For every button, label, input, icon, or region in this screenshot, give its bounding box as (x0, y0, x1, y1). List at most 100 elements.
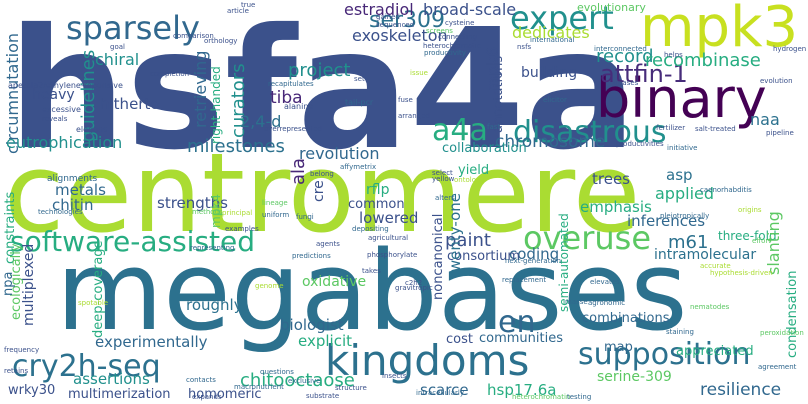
word: representing (190, 244, 235, 252)
word: initiative (667, 144, 698, 152)
word: tiba (270, 88, 303, 108)
word: metals (55, 181, 106, 199)
word: project (288, 60, 351, 81)
word: recapitulates (268, 80, 314, 88)
word: frequency (4, 346, 40, 354)
word: screens (426, 27, 453, 35)
word: coding (509, 245, 560, 263)
word: caenorhabditis (700, 186, 752, 194)
word: three-fold (718, 229, 777, 243)
word: affymetrix (340, 163, 377, 171)
word: alters (435, 194, 455, 202)
word: noncanonical (431, 213, 446, 300)
word: contacts (186, 376, 216, 384)
word: megabases (56, 227, 688, 355)
word: effort (752, 237, 772, 245)
word: communities (479, 331, 563, 346)
word: combinations (582, 311, 670, 326)
word: comparison (173, 32, 214, 40)
word: article (227, 7, 249, 15)
word: mpk6 (483, 46, 502, 92)
word: roughly (186, 296, 243, 314)
word: chitin (52, 196, 94, 214)
word: hypothesis-driven (710, 269, 773, 277)
word: 2,4-d (240, 112, 282, 131)
word: common (348, 197, 405, 212)
word: alanine (284, 102, 314, 111)
word: salt-treated (695, 125, 736, 133)
word: belong (310, 170, 334, 178)
word: fertilizer (656, 124, 686, 132)
word: serine-309 (597, 369, 672, 385)
word: strengths (157, 194, 228, 212)
word: retains (4, 367, 29, 375)
word: expert (510, 0, 614, 37)
word: examples (225, 225, 259, 233)
word: methods (192, 208, 223, 216)
word: phosphorylate (367, 251, 418, 259)
word: intracellularly (416, 389, 464, 397)
word: asp (666, 166, 693, 184)
word: chromosome (495, 132, 606, 152)
word: hydrogen (773, 45, 807, 53)
word: spotable (78, 299, 109, 307)
word: select (432, 169, 453, 177)
word: genome (255, 282, 284, 290)
word: lineage (262, 199, 288, 207)
word: alignments (47, 174, 98, 184)
word: multimerization (68, 387, 171, 402)
word: elicitor (543, 96, 567, 104)
word: heavy (32, 87, 75, 103)
word: connecting (438, 33, 477, 41)
word: origins (738, 206, 762, 214)
word: binary (596, 67, 767, 130)
word: gained (376, 13, 400, 21)
word: explicit (298, 332, 352, 350)
word: paint (445, 230, 491, 251)
word: c2h2 (405, 279, 423, 287)
word: predictions (292, 252, 331, 260)
word: cre (311, 180, 327, 202)
word: masse (565, 298, 588, 306)
word: fungi (296, 213, 314, 221)
word: revolution (299, 144, 380, 163)
word: replacement (502, 276, 547, 284)
word: centromere (4, 129, 641, 257)
word: principal (222, 209, 253, 217)
word: biologist (280, 316, 344, 334)
word: international (530, 36, 575, 44)
word: twenty-one (446, 193, 464, 278)
word: fuse (398, 96, 413, 104)
word: productivities (616, 140, 664, 148)
word: exclusive (288, 377, 321, 385)
word: insects (382, 372, 407, 380)
word: pleiotropically (660, 212, 710, 220)
word: apetala2/ethylene-reponsive (8, 81, 123, 90)
word: depositing (352, 225, 389, 233)
word: applied (655, 184, 715, 203)
word: inferences (627, 212, 706, 230)
word: building (521, 65, 578, 81)
word: software-assisted (10, 225, 256, 258)
word: mpk3 (640, 0, 799, 60)
word: yellow (432, 175, 455, 183)
word: cry2h-seq (12, 349, 161, 384)
word: en (498, 305, 536, 340)
word: estradiol (344, 0, 414, 19)
word: ala (288, 157, 309, 185)
word: pipeline (766, 129, 794, 137)
word: heterochromatin (512, 393, 571, 401)
word: elegans (76, 125, 108, 134)
word: helps (664, 51, 683, 59)
word: broad-scale (423, 0, 517, 19)
word: cysteine (445, 19, 475, 27)
word: disastrous (513, 115, 667, 150)
word: overuse (523, 219, 651, 257)
word: m61 (668, 232, 709, 253)
word: sparsely (66, 9, 200, 47)
word: reveals (42, 115, 68, 123)
word: collaboration (442, 141, 527, 156)
word: rflp (366, 182, 390, 198)
word: deep-coverage (91, 240, 106, 338)
word: chiral (95, 50, 140, 69)
